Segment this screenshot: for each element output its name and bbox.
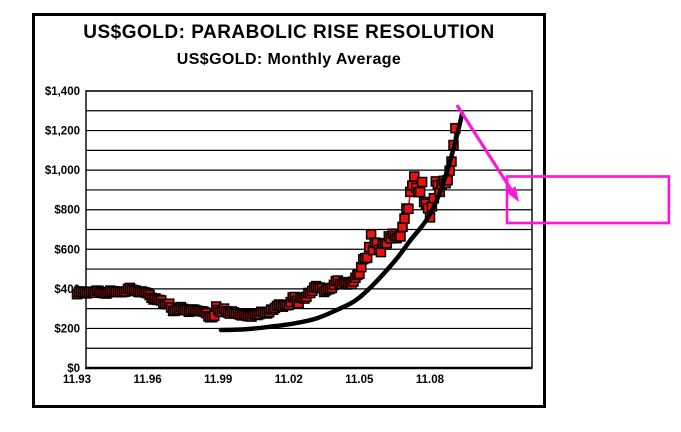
x-axis-labels: 11.93 11.96 11.99 11.02 11.05 11.08 [63, 374, 445, 386]
chart-title: US$GOLD: PARABOLIC RISE RESOLUTION [83, 22, 495, 43]
svg-text:$1,000: $1,000 [45, 165, 80, 177]
svg-text:$600: $600 [54, 244, 80, 256]
y-axis-labels: $0$200$400$600$800$1,000$1,200$1,400 [45, 86, 80, 375]
svg-text:$1,200: $1,200 [45, 126, 80, 138]
svg-text:$800: $800 [54, 205, 80, 217]
figure-frame: US$GOLD: PARABOLIC RISE RESOLUTION US$GO… [32, 13, 546, 408]
svg-text:11.96: 11.96 [134, 374, 162, 386]
price-markers [71, 122, 461, 323]
decline-arrow [455, 104, 520, 202]
svg-text:$1,400: $1,400 [45, 86, 80, 98]
svg-text:$200: $200 [54, 323, 80, 335]
svg-text:11.02: 11.02 [275, 374, 303, 386]
svg-text:11.99: 11.99 [204, 374, 232, 386]
arrowhead-icon [506, 186, 520, 202]
gridlines [86, 90, 532, 369]
chart-subtitle: US$GOLD: Monthly Average [176, 51, 402, 68]
svg-text:$0: $0 [67, 363, 80, 375]
svg-text:11.05: 11.05 [345, 374, 374, 386]
callout-box [505, 175, 671, 225]
svg-text:11.08: 11.08 [416, 374, 445, 386]
parabolic-curve [218, 111, 465, 333]
svg-text:11.93: 11.93 [63, 374, 91, 386]
